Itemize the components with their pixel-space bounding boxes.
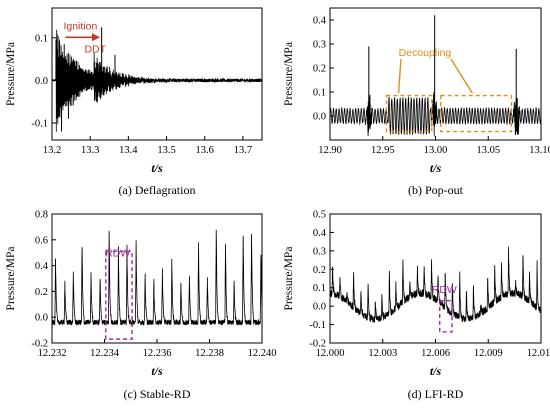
x-tick-label: 12.012 [527, 348, 550, 359]
panel-caption: (c) Stable-RD [124, 387, 191, 401]
y-tick-label: 0.3 [313, 246, 326, 257]
x-tick-label: 12.009 [474, 348, 503, 359]
y-axis-title: Pressure/MPa [5, 42, 17, 106]
y-tick-label: 0.0 [35, 76, 48, 87]
x-axis-title: t/s [430, 161, 442, 175]
x-axis-title: t/s [430, 364, 442, 378]
x-tick-label: 13.7 [234, 145, 252, 156]
x-tick-label: 12.234 [90, 348, 120, 359]
x-axis-title: t/s [151, 364, 163, 378]
x-tick-label: 12.236 [143, 348, 172, 359]
panel-lfi-rd: 12.000 12.003 12.006 12.009 12.012 -0.2 -0.1 0.… [283, 210, 550, 402]
y-axis-title: Pressure/MPa [5, 247, 17, 311]
rdw-box [439, 299, 453, 333]
x-tick-label: 13.6 [196, 145, 214, 156]
y-tick-label: 0.1 [313, 283, 326, 294]
x-tick-label: 13.2 [43, 145, 61, 156]
plot-frame [51, 7, 263, 141]
y-tick-label: -0.2 [31, 339, 48, 350]
rdw-box [105, 250, 133, 340]
decoupling-arrow [397, 58, 402, 94]
x-tick-label: 13.5 [157, 145, 175, 156]
y-tick-label: -0.1 [31, 118, 48, 129]
y-tick-label: 0.4 [35, 261, 49, 272]
panel-stable-rd: 12.232 12.234 12.236 12.238 12.240 -0.2 0.0 0.2… [5, 210, 276, 402]
x-tick-label: 13.05 [476, 145, 500, 156]
y-tick-label: 0.2 [313, 265, 326, 276]
y-tick-label: 0.2 [35, 287, 48, 298]
y-tick-label: 0.4 [313, 16, 327, 27]
x-tick-label: 12.90 [318, 145, 342, 156]
y-tick-label: 0.0 [313, 302, 326, 313]
decoupling-arrow [450, 58, 474, 94]
x-tick-label: 13.00 [424, 145, 448, 156]
signal-line [52, 29, 262, 132]
arrow-head [92, 33, 100, 42]
y-tick-label: -0.1 [309, 320, 326, 331]
rdw-label: RDW [105, 247, 130, 259]
panel-caption: (a) Deflagration [119, 183, 196, 197]
x-axis-title: t/s [151, 161, 163, 175]
x-tick-label: 13.4 [119, 145, 138, 156]
ddt-label: DDT [84, 44, 106, 56]
signal-line [330, 92, 541, 137]
panel-pop-out: 12.90 12.95 13.00 13.05 13.10 0.0 0.1 0.2 0.3 0.4… [283, 7, 550, 197]
y-tick-label: 0.1 [35, 33, 48, 44]
x-tick-label: 12.238 [195, 348, 224, 359]
y-tick-label: 0.8 [35, 210, 48, 221]
x-tick-label: 12.232 [38, 348, 67, 359]
panel-deflagration: 13.2 13.3 13.4 13.5 13.6 13.7 -0.1 0.0 0.1 t/s Pre… [5, 7, 263, 197]
x-tick-label: 12.000 [316, 348, 345, 359]
x-tick-label: 12.003 [368, 348, 397, 359]
y-tick-label: 0.0 [35, 313, 48, 324]
decoupling-box [385, 94, 433, 133]
y-tick-label: 0.1 [313, 88, 326, 99]
decoupling-label: Decoupling [399, 47, 452, 59]
x-tick-label: 12.95 [371, 145, 395, 156]
signal-line [52, 229, 262, 326]
decoupling-box [440, 94, 513, 133]
rdw-label: RDW [432, 284, 457, 296]
y-tick-label: -0.2 [309, 339, 326, 350]
y-tick-label: 0.6 [35, 235, 48, 246]
x-tick-label: 13.3 [81, 145, 99, 156]
ignition-label: Ignition [63, 20, 97, 32]
y-tick-label: 0.2 [313, 64, 326, 75]
x-tick-label: 12.006 [421, 348, 450, 359]
x-tick-label: 13.10 [529, 145, 550, 156]
y-axis-title: Pressure/MPa [283, 42, 295, 106]
y-tick-label: 0.4 [313, 228, 327, 239]
panel-caption: (d) LFI-RD [408, 387, 464, 401]
panel-caption: (b) Pop-out [408, 183, 464, 197]
signal-line [330, 246, 541, 323]
y-axis-title: Pressure/MPa [283, 247, 295, 311]
y-tick-label: 0.0 [313, 112, 326, 123]
x-tick-label: 12.240 [248, 348, 277, 359]
y-tick-label: 0.5 [313, 210, 326, 221]
y-tick-label: 0.3 [313, 40, 326, 51]
